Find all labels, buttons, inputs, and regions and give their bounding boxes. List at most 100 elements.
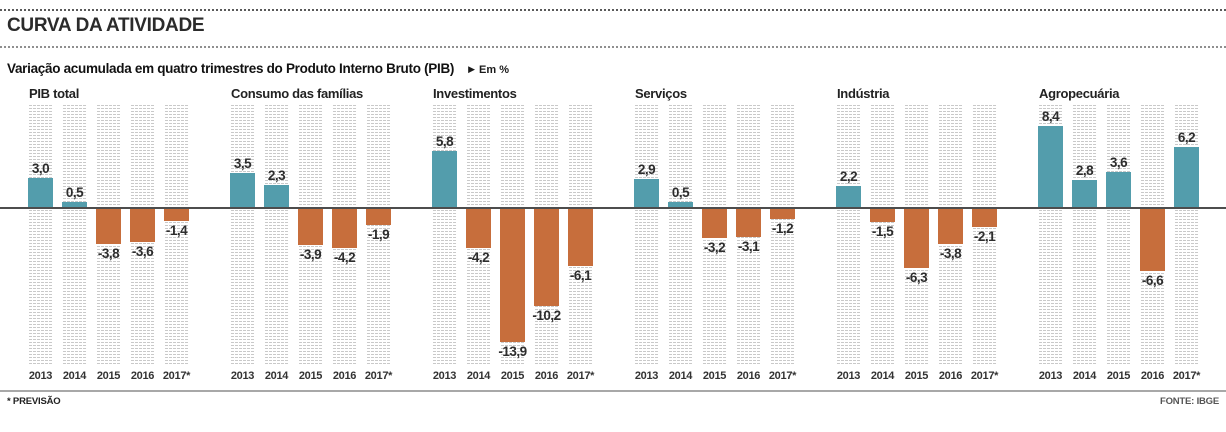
chart-plot: 3,0 2013 0,5 2014 -3,8 2015 -3,6 2016 -1,4 2017* [28, 105, 190, 382]
value-label: 0,5 [671, 185, 690, 200]
bar-negative [298, 207, 323, 245]
dotted-column: -4,2 2014 [466, 105, 491, 382]
bar-negative [130, 207, 155, 242]
bar-positive [28, 178, 53, 207]
value-label: -3,1 [737, 239, 760, 254]
dotted-column: 8,4 2013 [1038, 105, 1063, 382]
chart-group: Consumo das famílias 3,5 2013 2,3 2014 -3,9 20… [230, 84, 392, 382]
dotted-column: -1,2 2017* [769, 105, 796, 382]
bar-positive [264, 185, 289, 207]
chart-group-title: PIB total [29, 86, 80, 101]
unit-label: Em % [479, 64, 509, 76]
bar-negative [366, 207, 391, 225]
year-label: 2017* [364, 370, 393, 382]
bar-negative [702, 207, 727, 238]
chart-group-title: Agropecuária [1039, 86, 1120, 101]
forecast-footnote: * PREVISÃO [7, 396, 61, 407]
year-label: 2017* [768, 370, 797, 382]
year-label: 2017* [970, 370, 999, 382]
chart-plot: 3,5 2013 2,3 2014 -3,9 2015 -4,2 2016 -1,9 2017* [230, 105, 392, 382]
small-multiples-row: PIB total 3,0 2013 0,5 2014 -3,8 2015 -3,6 2016-… [28, 84, 1200, 382]
dotted-column: 2,3 2014 [264, 105, 289, 382]
arrow-right-icon: ▶ [468, 64, 476, 74]
dotted-column: -3,8 2015 [96, 105, 121, 382]
chart-group: Agropecuária 8,4 2013 2,8 2014 3,6 2015 -6,6 201… [1038, 84, 1200, 382]
bar-negative [332, 207, 357, 248]
dotted-column: -6,1 2017* [567, 105, 594, 382]
bar-negative [96, 207, 121, 244]
dotted-column: 0,5 2014 [62, 105, 87, 382]
chart-group-title: Consumo das famílias [231, 86, 363, 101]
bar-positive [668, 202, 693, 207]
value-label: -4,2 [333, 250, 356, 265]
chart-group: Indústria 2,2 2013 -1,5 2014 -6,3 2015 -3,8 2016… [836, 84, 998, 382]
dotted-column: -3,8 2016 [938, 105, 963, 382]
dotted-column: 2,8 2014 [1072, 105, 1097, 382]
chart-group: PIB total 3,0 2013 0,5 2014 -3,8 2015 -3,6 2016-… [28, 84, 190, 382]
dotted-column: -1,9 2017* [365, 105, 392, 382]
dotted-column: -1,5 2014 [870, 105, 895, 382]
year-label: 2016 [938, 370, 963, 382]
value-label: -6,6 [1141, 273, 1164, 288]
value-label: -3,2 [703, 240, 726, 255]
value-label: -1,4 [165, 223, 188, 238]
dotted-column: 6,2 2017* [1173, 105, 1200, 382]
chart-plot: 2,9 2013 0,5 2014 -3,2 2015 -3,1 2016 -1,2 2017* [634, 105, 796, 382]
dotted-column: -13,9 2015 [498, 105, 527, 382]
year-label: 2014 [264, 370, 289, 382]
value-label: -4,2 [467, 250, 490, 265]
year-label: 2013 [634, 370, 659, 382]
year-label: 2013 [28, 370, 53, 382]
dotted-column: 2,2 2013 [836, 105, 861, 382]
bar-positive [1106, 172, 1131, 207]
year-label: 2016 [130, 370, 155, 382]
dotted-column: -3,6 2016 [130, 105, 155, 382]
dotted-column: 5,8 2013 [432, 105, 457, 382]
bar-positive [836, 186, 861, 207]
dotted-column: 3,5 2013 [230, 105, 255, 382]
bar-negative [736, 207, 761, 237]
year-label: 2015 [96, 370, 121, 382]
value-label: -6,1 [569, 268, 592, 283]
year-label: 2015 [904, 370, 929, 382]
value-label: -3,8 [97, 246, 120, 261]
dotted-column: -3,1 2016 [736, 105, 761, 382]
bar-negative [534, 207, 559, 306]
value-label: -2,1 [973, 229, 996, 244]
bar-negative [904, 207, 929, 268]
year-label: 2017* [1172, 370, 1201, 382]
bar-negative [568, 207, 593, 266]
bar-positive [230, 173, 255, 207]
value-label: -3,9 [299, 247, 322, 262]
dotted-column: -3,2 2015 [702, 105, 727, 382]
year-label: 2016 [1140, 370, 1165, 382]
year-label: 2017* [566, 370, 595, 382]
chart-plot: 8,4 2013 2,8 2014 3,6 2015 -6,6 2016 6,2 2017* [1038, 105, 1200, 382]
bar-negative [500, 207, 525, 342]
bar-positive [1072, 180, 1097, 207]
dotted-column: 3,6 2015 [1106, 105, 1131, 382]
top-dotted-rule [0, 9, 1226, 11]
year-label: 2013 [230, 370, 255, 382]
bar-positive [432, 151, 457, 207]
bar-positive [634, 179, 659, 207]
year-label: 2014 [62, 370, 87, 382]
value-label: 3,5 [233, 156, 252, 171]
year-label: 2016 [534, 370, 559, 382]
chart-area: PIB total 3,0 2013 0,5 2014 -3,8 2015 -3,6 2016-… [0, 84, 1226, 390]
dotted-column: -6,3 2015 [904, 105, 929, 382]
value-label: -3,8 [939, 246, 962, 261]
dotted-column: 3,0 2013 [28, 105, 53, 382]
source-credit: FONTE: IBGE [1159, 396, 1219, 407]
chart-subtitle: Variação acumulada em quatro trimestres … [7, 61, 455, 76]
value-label: 0,5 [65, 185, 84, 200]
year-label: 2014 [1072, 370, 1097, 382]
value-label: 2,8 [1075, 163, 1094, 178]
bar-negative [938, 207, 963, 244]
page-title: CURVA DA ATIVIDADE [7, 15, 205, 36]
value-label: -1,5 [871, 224, 894, 239]
value-label: -13,9 [498, 344, 527, 359]
year-label: 2014 [466, 370, 491, 382]
chart-plot: 5,8 2013 -4,2 2014 -13,9 2015 -10,2 2016 -6,1 201… [432, 105, 594, 382]
value-label: 8,4 [1041, 109, 1060, 124]
